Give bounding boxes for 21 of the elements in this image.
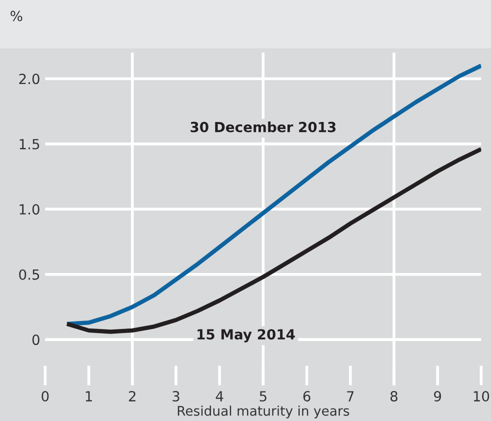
x-axis-title: Residual maturity in years <box>178 406 350 418</box>
x-tick-label: 6 <box>303 391 310 402</box>
x-tick-label: 5 <box>260 391 266 402</box>
series-label: 30 December 2013 <box>190 122 336 132</box>
y-tick-label: 0.5 <box>19 269 40 280</box>
series-label: 15 May 2014 <box>198 329 295 342</box>
y-tick-label: 0 <box>32 334 40 346</box>
x-tick-label: 0 <box>42 391 49 402</box>
x-tick-label: 7 <box>347 391 354 402</box>
x-tick-label: 4 <box>216 391 224 402</box>
y-tick-label: 2.0 <box>19 74 40 84</box>
x-tick-label: 8 <box>390 391 398 402</box>
y-tick-label: 1.0 <box>20 204 40 215</box>
line-series <box>64 64 482 326</box>
x-tick-label: 1 <box>86 391 92 402</box>
x-tick-label: 3 <box>172 391 180 402</box>
x-tick-label: 9 <box>434 391 442 402</box>
x-tick-label: 2 <box>128 391 136 402</box>
y-axis-title: % <box>10 10 22 22</box>
y-tick-label: 1.5 <box>20 139 40 150</box>
x-tick-label: 10 <box>474 391 490 402</box>
